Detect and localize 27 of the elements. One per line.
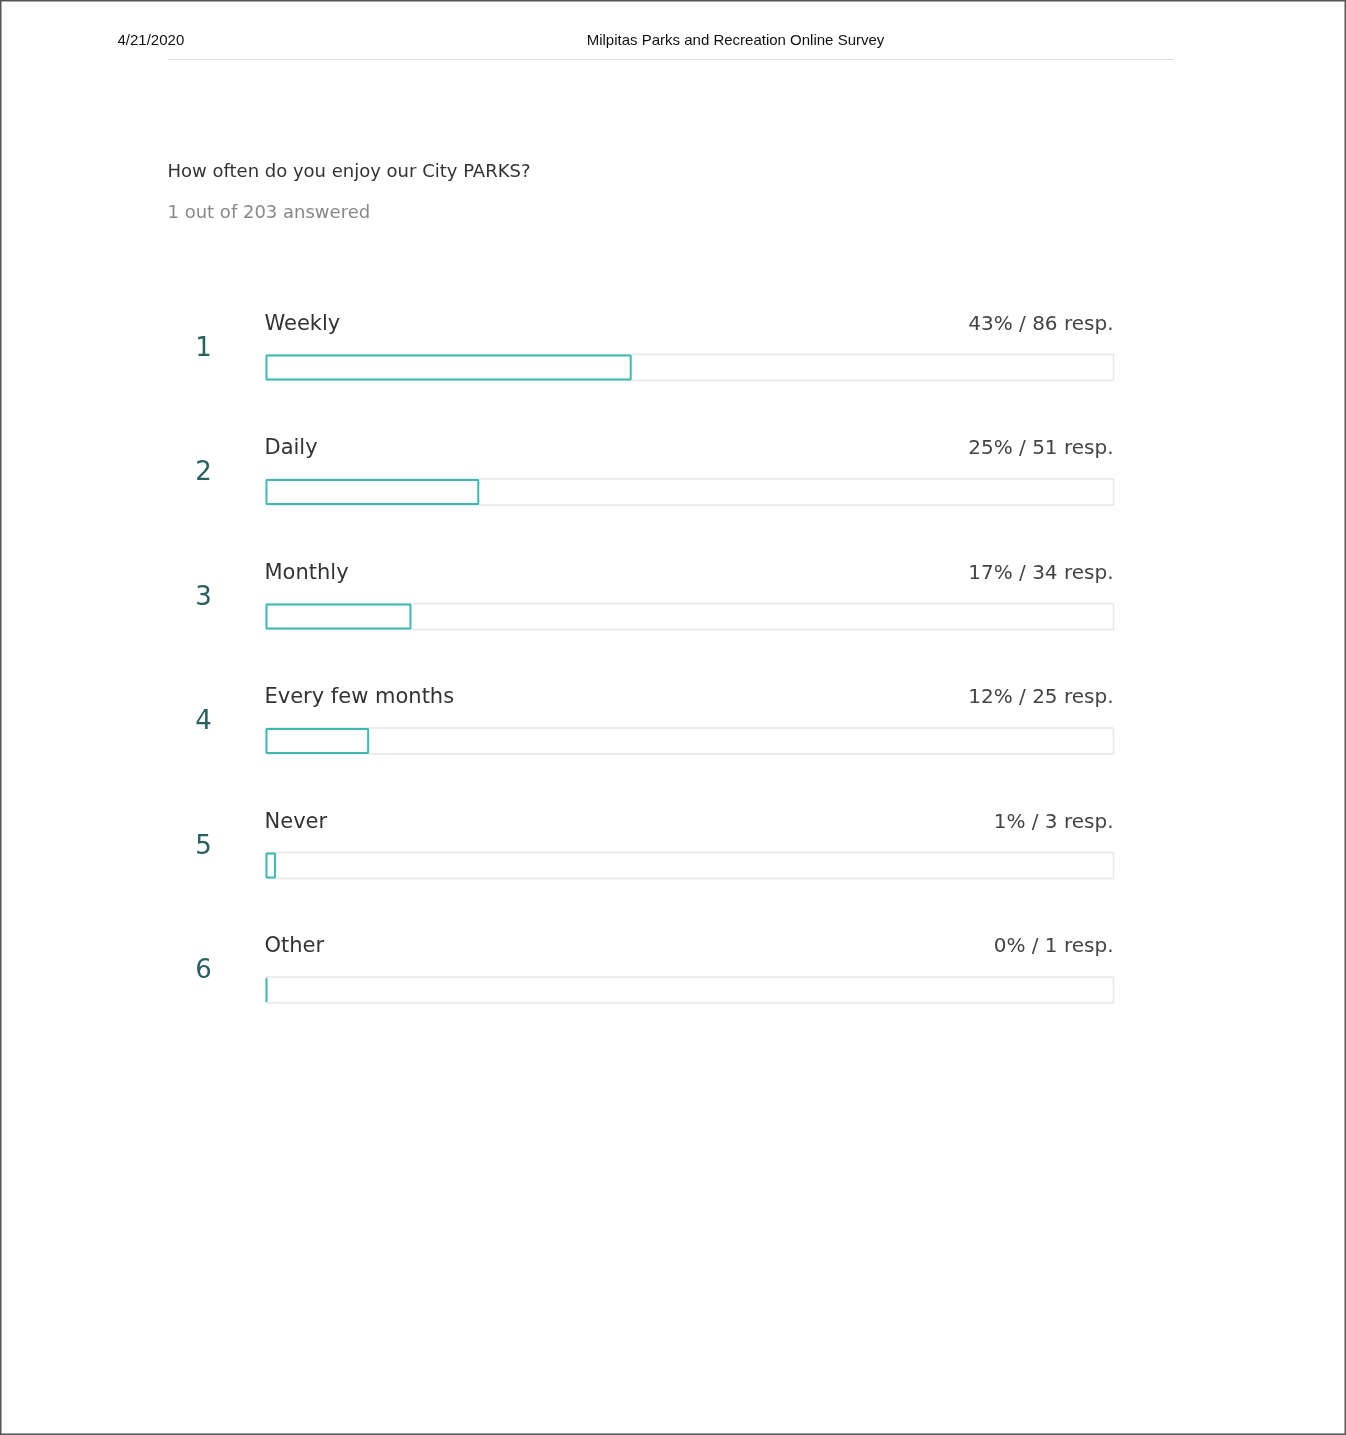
text: 4 <box>195 705 212 735</box>
text: Milpitas Parks and Recreation Online Survey <box>586 31 885 48</box>
text: 3 <box>195 580 212 611</box>
chart-subtitle: 1 out of 203 answered <box>167 201 371 222</box>
text: 2 <box>195 456 212 486</box>
text: 5 <box>195 829 212 860</box>
text: 1 <box>195 331 212 362</box>
bar <box>265 728 370 754</box>
data-label: 1% / 3 resp. <box>993 808 1114 833</box>
y-tick-label: Weekly <box>264 310 341 335</box>
y-tick-label: Monthly <box>264 559 349 584</box>
bar <box>265 852 276 879</box>
data-label: 12% / 25 resp. <box>968 684 1114 708</box>
text: 6 <box>195 954 212 984</box>
data-label: 0% / 1 resp. <box>993 933 1114 957</box>
text: 4/21/2020 <box>117 31 185 48</box>
data-label: 43% / 86 resp. <box>968 310 1114 335</box>
y-tick-label: Other <box>264 933 325 957</box>
bar <box>265 603 412 630</box>
y-tick-label: Never <box>264 808 328 833</box>
chart-title: How often do you enjoy our City PARKS? <box>167 160 531 181</box>
bar <box>265 479 480 505</box>
data-label: 17% / 34 resp. <box>968 559 1114 584</box>
data-label: 25% / 51 resp. <box>968 435 1114 459</box>
y-tick-label: Daily <box>264 435 318 459</box>
bar <box>265 354 632 381</box>
y-tick-label: Every few months <box>264 684 455 708</box>
